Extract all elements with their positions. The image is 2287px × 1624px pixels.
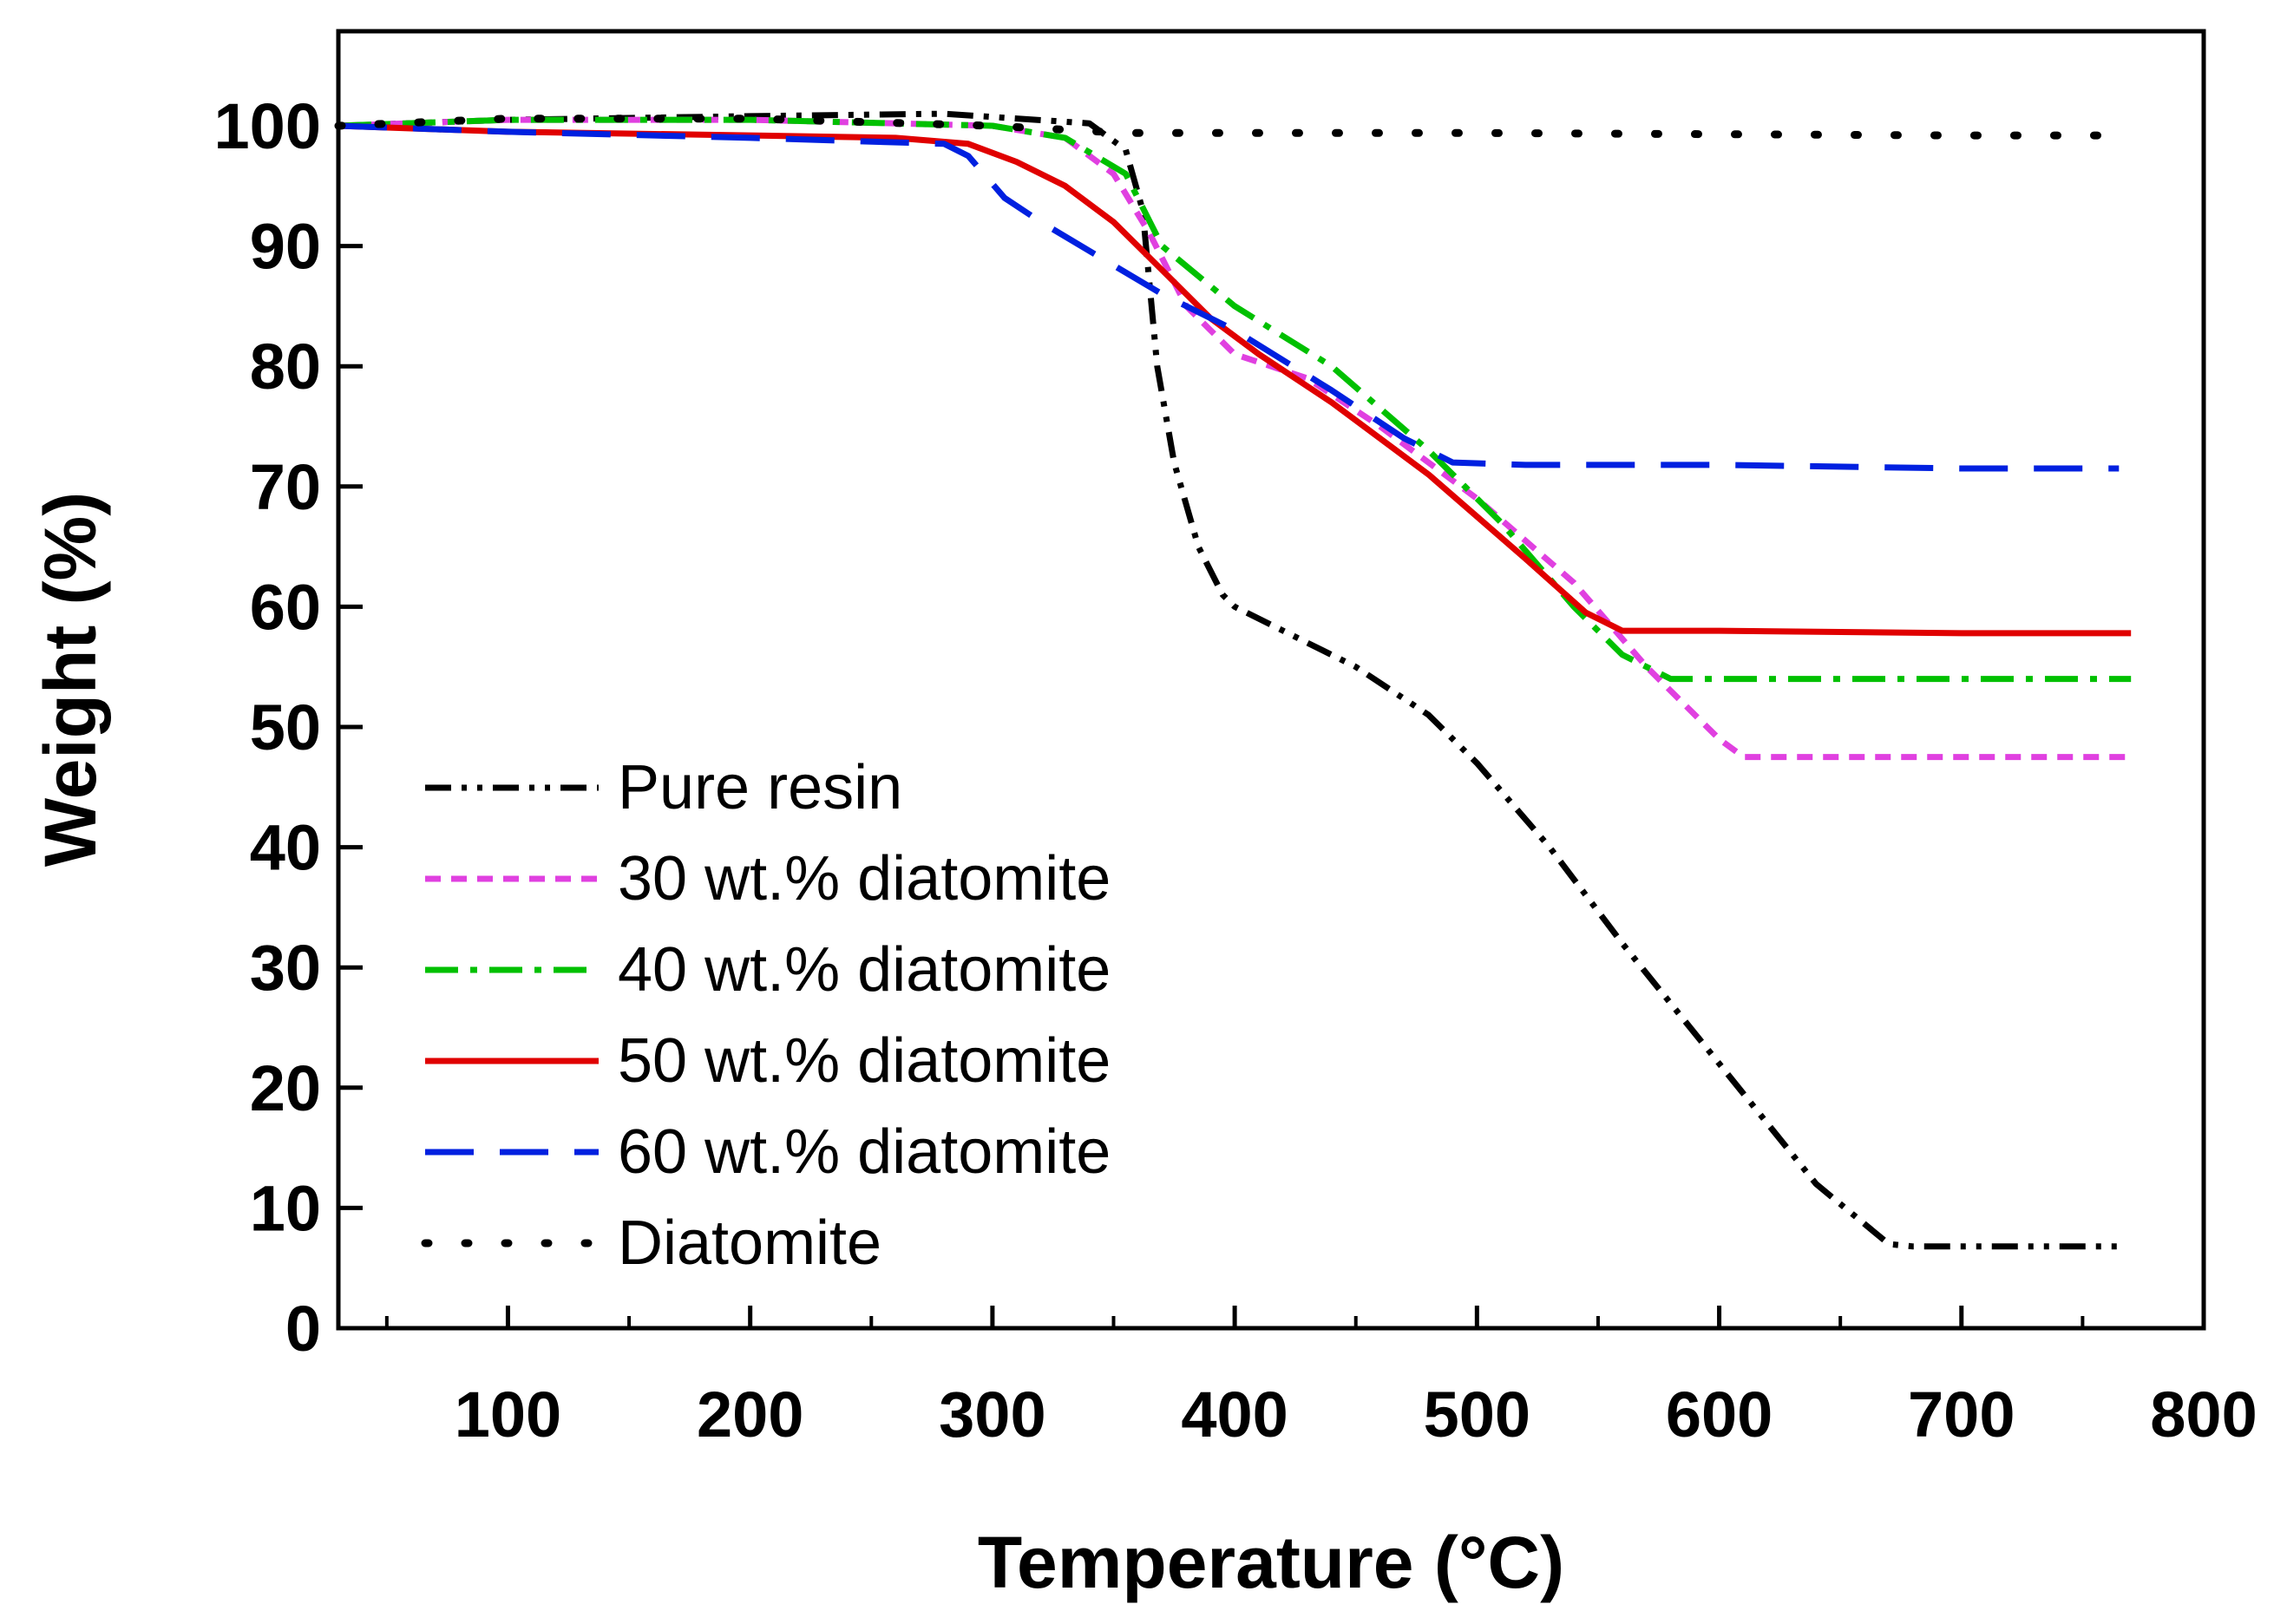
x-tick-label: 700 bbox=[1908, 1378, 2015, 1450]
legend-label: Pure resin bbox=[618, 753, 902, 822]
y-tick-label: 20 bbox=[250, 1052, 321, 1124]
x-tick-label: 100 bbox=[455, 1378, 561, 1450]
y-tick-label: 0 bbox=[285, 1293, 321, 1365]
legend-label: 40 wt.% diatomite bbox=[618, 935, 1111, 1005]
y-tick-label: 60 bbox=[250, 571, 321, 643]
legend-label: 50 wt.% diatomite bbox=[618, 1026, 1111, 1096]
legend-label: Diatomite bbox=[618, 1208, 881, 1278]
legend-label: 30 wt.% diatomite bbox=[618, 844, 1111, 914]
series-line-4 bbox=[337, 122, 2120, 472]
y-tick-label: 40 bbox=[250, 812, 321, 884]
series-line-5 bbox=[334, 115, 2123, 140]
x-tick-label: 400 bbox=[1181, 1378, 1288, 1450]
x-tick-label: 200 bbox=[697, 1378, 803, 1450]
series-line-3 bbox=[337, 122, 2132, 637]
y-tick-label: 90 bbox=[250, 211, 321, 283]
y-tick-label: 50 bbox=[250, 691, 321, 763]
series-line-1 bbox=[337, 116, 2132, 761]
series-line-0 bbox=[337, 110, 2120, 1250]
y-axis-ticks: 0 10 20 30 40 50 60 70 80 90 100 bbox=[214, 90, 363, 1365]
legend: Pure resin 30 wt.% diatomite 40 wt.% diato… bbox=[421, 753, 1111, 1278]
y-tick-label: 30 bbox=[250, 932, 321, 1004]
x-axis-ticks: 100 200 300 400 500 600 700 800 bbox=[384, 1306, 2258, 1450]
y-tick-label: 80 bbox=[250, 331, 321, 403]
x-tick-label: 600 bbox=[1666, 1378, 1773, 1450]
series-layer bbox=[334, 110, 2132, 1250]
x-tick-label: 300 bbox=[939, 1378, 1045, 1450]
y-axis-title: Weight (%) bbox=[29, 492, 111, 867]
plot-frame bbox=[336, 29, 2206, 1331]
series-line-2 bbox=[337, 116, 2132, 683]
x-axis-title: Temperature (°C) bbox=[978, 1522, 1564, 1603]
y-tick-label: 100 bbox=[214, 90, 321, 162]
y-tick-label: 10 bbox=[250, 1172, 321, 1244]
x-tick-label: 500 bbox=[1424, 1378, 1530, 1450]
y-tick-label: 70 bbox=[250, 451, 321, 523]
legend-label: 60 wt.% diatomite bbox=[618, 1117, 1111, 1187]
x-tick-label: 800 bbox=[2150, 1378, 2257, 1450]
